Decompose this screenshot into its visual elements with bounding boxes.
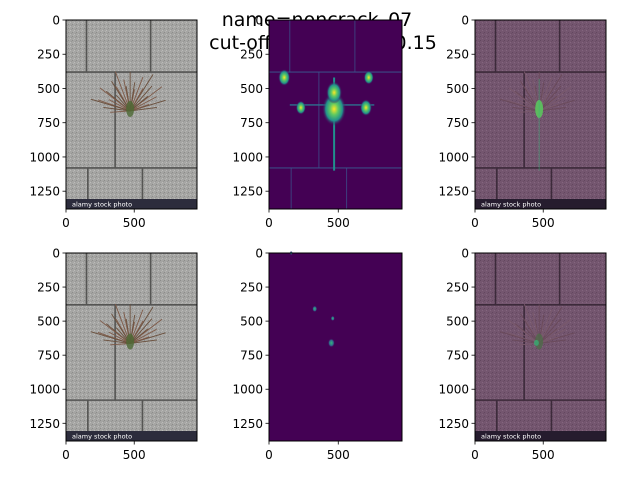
y-tick-label: 250 [37, 48, 60, 62]
y-tick-label: 1000 [232, 383, 263, 397]
y-tick-label: 0 [461, 14, 469, 28]
y-tick-label: 250 [446, 48, 469, 62]
y-tick-label: 500 [240, 315, 263, 329]
y-tick-label: 500 [37, 315, 60, 329]
y-tick-label: 1250 [438, 185, 469, 199]
y-tick-label: 750 [446, 116, 469, 130]
y-tick-label: 500 [446, 82, 469, 96]
x-tick-label: 0 [471, 216, 479, 230]
y-tick-label: 250 [446, 281, 469, 295]
y-tick-label: 500 [240, 82, 263, 96]
y-tick-label: 250 [37, 281, 60, 295]
y-tick-label: 1000 [438, 150, 469, 164]
y-tick-label: 1250 [232, 417, 263, 431]
y-tick-label: 250 [240, 48, 263, 62]
x-tick-label: 0 [62, 448, 70, 462]
y-tick-label: 0 [52, 14, 60, 28]
y-tick-label: 1250 [232, 185, 263, 199]
y-tick-label: 0 [52, 247, 60, 261]
watermark-strip [475, 431, 606, 441]
y-tick-label: 1000 [29, 150, 60, 164]
response-hotspot [295, 100, 306, 115]
weed-plant [499, 303, 575, 350]
axes-frame [474, 252, 607, 442]
response-hotspot [359, 99, 372, 117]
mask-spot [312, 305, 318, 313]
axes-frame [65, 252, 198, 442]
y-tick-label: 1250 [29, 417, 60, 431]
mask-spot [330, 315, 335, 321]
watermark-strip [66, 199, 197, 209]
axes-frame [474, 19, 607, 210]
panel-2: 0 250 500 750 1000 1250 0 500 [232, 14, 403, 230]
watermark-text: alamy stock photo [481, 201, 541, 209]
y-tick-label: 750 [240, 349, 263, 363]
response-hotspot [363, 70, 374, 85]
weed-plant [90, 71, 166, 117]
x-tick-label: 0 [265, 216, 273, 230]
response-hotspot [322, 92, 347, 126]
watermark-text: alamy stock photo [72, 201, 132, 209]
x-tick-label: 500 [327, 448, 350, 462]
y-tick-label: 1250 [29, 185, 60, 199]
x-tick-label: 500 [327, 216, 350, 230]
axes-frame [65, 19, 198, 210]
y-tick-label: 250 [240, 281, 263, 295]
y-tick-label: 0 [461, 247, 469, 261]
x-tick-label: 0 [62, 216, 70, 230]
y-tick-label: 500 [446, 315, 469, 329]
y-tick-label: 1000 [29, 383, 60, 397]
x-tick-label: 500 [123, 216, 146, 230]
y-tick-label: 0 [255, 247, 263, 261]
axes-frame [268, 19, 403, 210]
y-tick-label: 750 [240, 116, 263, 130]
y-tick-label: 750 [37, 349, 60, 363]
x-tick-label: 0 [265, 448, 273, 462]
y-tick-label: 0 [255, 14, 263, 28]
x-tick-label: 500 [532, 448, 555, 462]
y-tick-label: 1000 [438, 383, 469, 397]
mask-spot [327, 338, 335, 348]
y-tick-label: 1250 [438, 417, 469, 431]
watermark-text: alamy stock photo [481, 433, 541, 441]
panel-5: 0 250 500 750 1000 1250 0 500 [232, 247, 403, 462]
x-tick-label: 0 [471, 448, 479, 462]
heatmap-background [269, 253, 402, 441]
y-tick-label: 1000 [232, 150, 263, 164]
x-tick-label: 500 [123, 448, 146, 462]
watermark-strip [66, 431, 197, 441]
weed-plant [90, 303, 166, 350]
overlay-highlight [533, 339, 539, 346]
watermark-strip [475, 199, 606, 209]
axes-frame [268, 252, 403, 442]
y-tick-label: 750 [37, 116, 60, 130]
response-hotspot [326, 81, 343, 104]
response-hotspot [278, 69, 291, 86]
y-tick-label: 750 [446, 349, 469, 363]
x-tick-label: 500 [532, 216, 555, 230]
y-tick-label: 500 [37, 82, 60, 96]
watermark-text: alamy stock photo [72, 433, 132, 441]
